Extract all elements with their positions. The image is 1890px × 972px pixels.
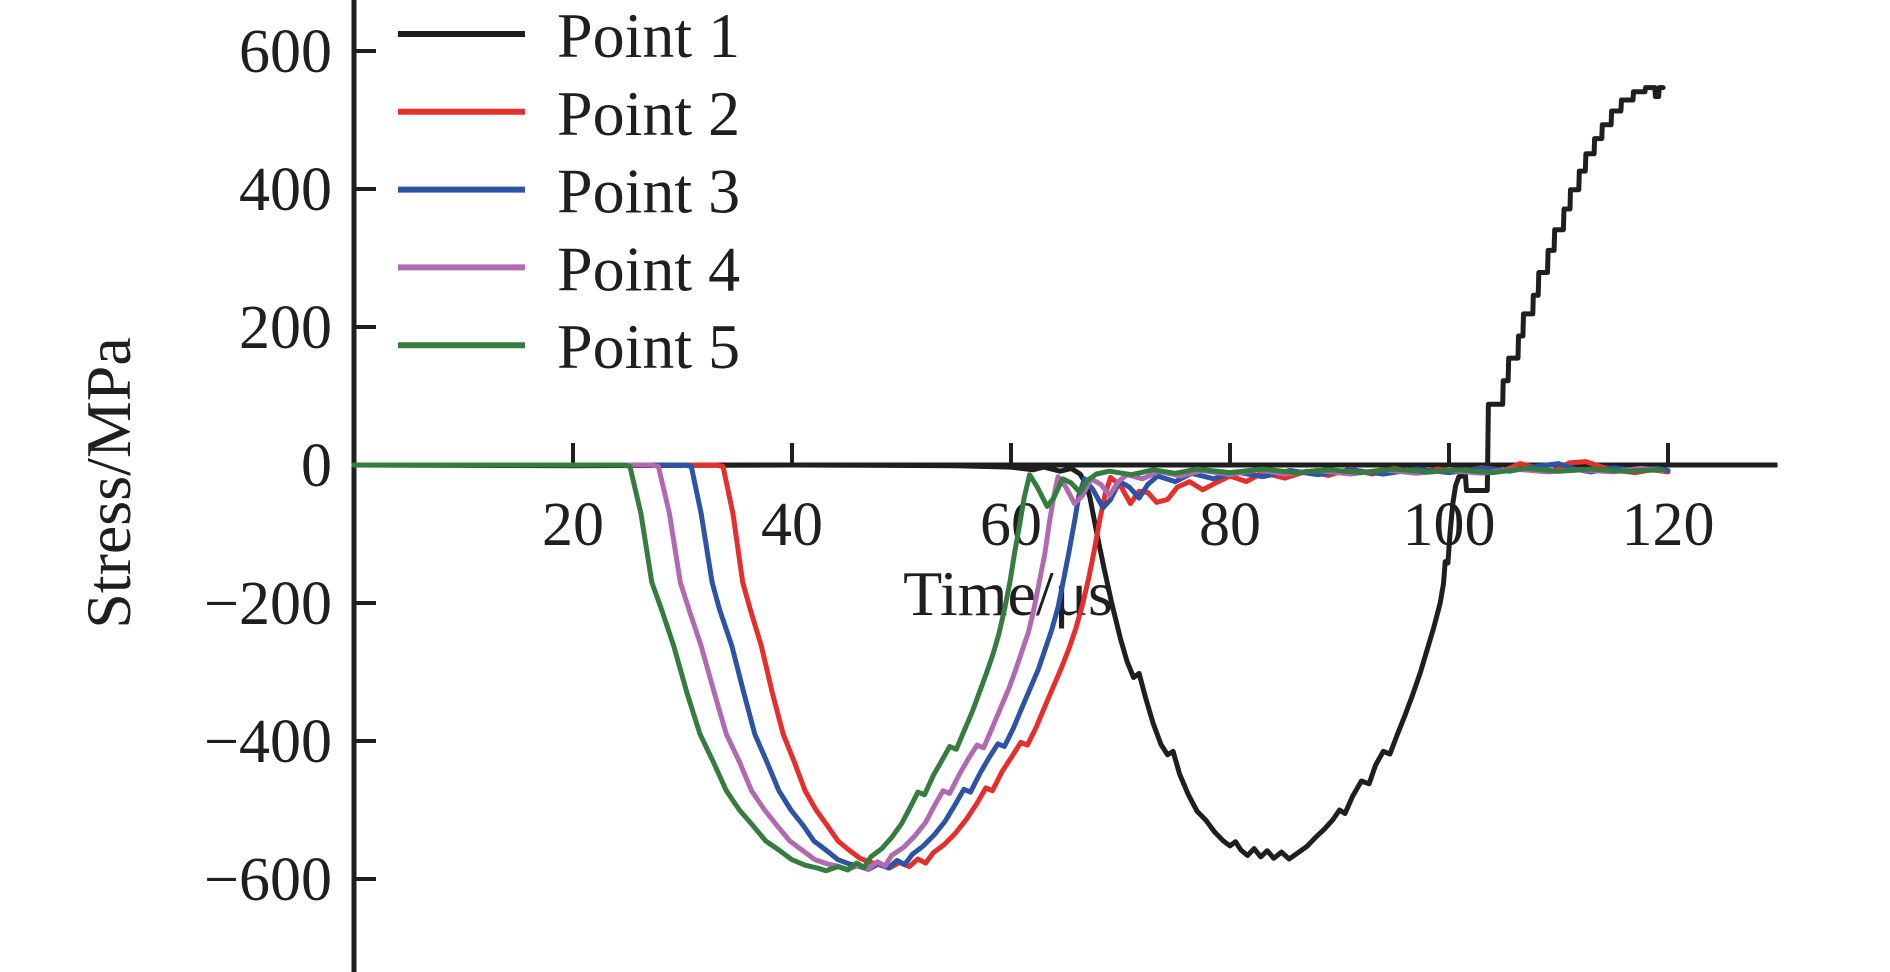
- series-layer: [351, 85, 1671, 874]
- legend-item-point-3: Point 3: [398, 156, 740, 227]
- y-tick-label-400: 400: [239, 156, 332, 224]
- legend-item-point-2: Point 2: [398, 78, 740, 149]
- legend-label-point-1: Point 1: [557, 0, 740, 71]
- y-axis-title: Stress/MPa: [73, 337, 144, 629]
- x-tick-label-120: 120: [1622, 491, 1715, 559]
- series-line-point-1: [351, 85, 1666, 862]
- y-tick-label-600: 600: [239, 18, 332, 86]
- x-tick-label-60: 60: [980, 491, 1042, 559]
- legend-label-point-3: Point 3: [557, 156, 740, 227]
- labels-layer: Time/μs Stress/MPa: [73, 337, 1113, 629]
- legend-item-point-4: Point 4: [398, 233, 740, 304]
- y-tick-label-0: 0: [301, 432, 332, 500]
- y-tick-label-200: 200: [239, 294, 332, 362]
- y-tick-label--200: −200: [204, 570, 332, 638]
- legend-item-point-1: Point 1: [398, 0, 740, 71]
- series-line-point-5: [351, 462, 1665, 874]
- x-tick-label-40: 40: [761, 491, 823, 559]
- legend-label-point-5: Point 5: [557, 311, 740, 382]
- legend-label-point-2: Point 2: [557, 78, 740, 149]
- x-tick-label-80: 80: [1199, 491, 1261, 559]
- y-tick-label--600: −600: [204, 846, 332, 914]
- x-tick-label-20: 20: [542, 491, 604, 559]
- legend-label-point-4: Point 4: [557, 233, 740, 304]
- legend-item-point-5: Point 5: [398, 311, 740, 382]
- y-tick-label--400: −400: [204, 708, 332, 776]
